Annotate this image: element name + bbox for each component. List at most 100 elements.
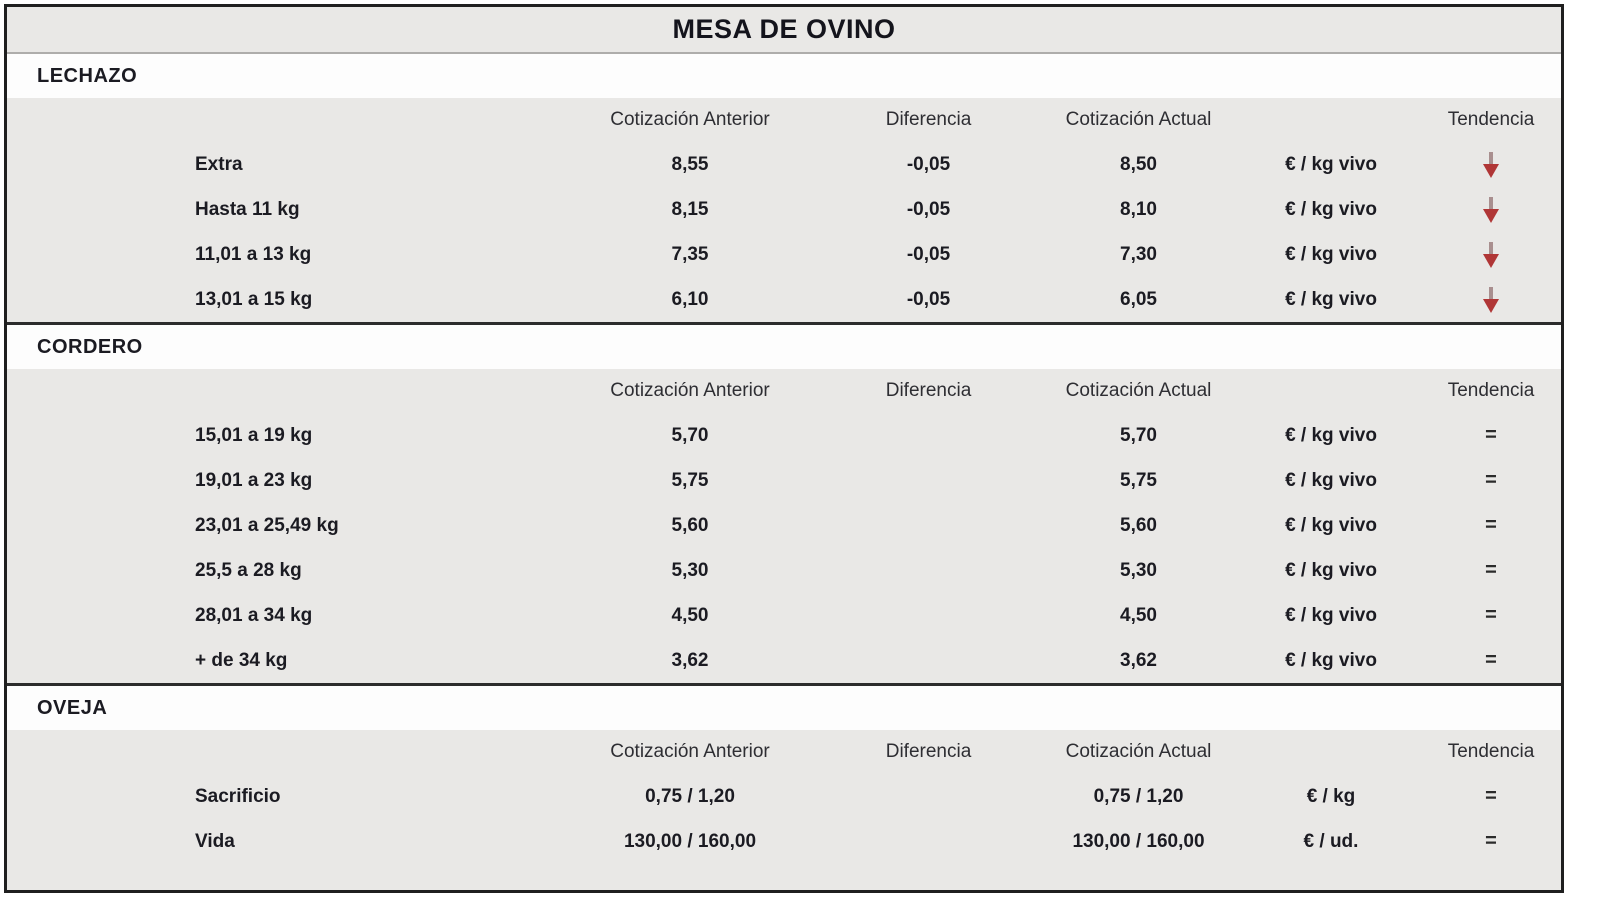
value-cotizacion-actual: 5,70 bbox=[1120, 424, 1157, 446]
value-unit: € / kg vivo bbox=[1285, 649, 1377, 671]
value-cotizacion-actual: 130,00 / 160,00 bbox=[1072, 830, 1205, 852]
column-header-actual: Cotización Actual bbox=[1065, 109, 1212, 130]
value-cotizacion-actual: 0,75 / 1,20 bbox=[1093, 785, 1184, 807]
section-title: LECHAZO bbox=[37, 64, 138, 87]
table-row: 19,01 a 23 kg 5,75 5,75 € / kg vivo = bbox=[7, 458, 1561, 503]
trend-equal-indicator: = bbox=[1421, 514, 1561, 537]
table-row: Vida 130,00 / 160,00 130,00 / 160,00 € / ud… bbox=[7, 819, 1561, 864]
value-cotizacion-actual: 5,60 bbox=[1120, 514, 1157, 536]
down-arrow-icon bbox=[1483, 196, 1499, 223]
trend-down-indicator bbox=[1421, 195, 1561, 225]
value-cotizacion-anterior: 5,70 bbox=[671, 424, 709, 446]
value-cotizacion-anterior: 5,60 bbox=[671, 514, 709, 536]
value-cotizacion-anterior: 5,30 bbox=[671, 559, 709, 581]
trend-down-indicator bbox=[1421, 240, 1561, 270]
row-category-label: 13,01 a 15 kg bbox=[195, 288, 313, 310]
section-lechazo: LECHAZO Cotización Anterior Diferencia Coti… bbox=[7, 54, 1561, 322]
column-header-row: Cotización Anterior Diferencia Cotización … bbox=[7, 730, 1561, 774]
value-cotizacion-actual: 7,30 bbox=[1120, 243, 1157, 265]
table-row: 11,01 a 13 kg 7,35 -0,05 7,30 € / kg vivo bbox=[7, 232, 1561, 277]
section-header-band: LECHAZO bbox=[7, 54, 1561, 98]
equal-sign-icon: = bbox=[1485, 469, 1497, 491]
value-unit: € / kg vivo bbox=[1285, 424, 1377, 446]
equal-sign-icon: = bbox=[1485, 424, 1497, 446]
value-unit: € / kg vivo bbox=[1285, 469, 1377, 491]
value-cotizacion-actual: 8,50 bbox=[1120, 153, 1157, 175]
section-title: OVEJA bbox=[37, 696, 108, 719]
value-unit: € / ud. bbox=[1303, 830, 1359, 852]
trend-equal-indicator: = bbox=[1421, 604, 1561, 627]
table-row: Hasta 11 kg 8,15 -0,05 8,10 € / kg vivo bbox=[7, 187, 1561, 232]
value-unit: € / kg vivo bbox=[1285, 559, 1377, 581]
table-row: 28,01 a 34 kg 4,50 4,50 € / kg vivo = bbox=[7, 593, 1561, 638]
row-category-label: 19,01 a 23 kg bbox=[195, 469, 313, 491]
column-header-row: Cotización Anterior Diferencia Cotización … bbox=[7, 98, 1561, 142]
equal-sign-icon: = bbox=[1485, 649, 1497, 671]
table-row: 25,5 a 28 kg 5,30 5,30 € / kg vivo = bbox=[7, 548, 1561, 593]
value-unit: € / kg bbox=[1306, 785, 1356, 807]
trend-equal-indicator: = bbox=[1421, 469, 1561, 492]
section-header-band: OVEJA bbox=[7, 686, 1561, 730]
table-row: Sacrificio 0,75 / 1,20 0,75 / 1,20 € / kg = bbox=[7, 774, 1561, 819]
trend-equal-indicator: = bbox=[1421, 649, 1561, 672]
trend-equal-indicator: = bbox=[1421, 424, 1561, 447]
mesa-de-ovino-table: MESA DE OVINO LECHAZO Cotización Anterior… bbox=[4, 4, 1564, 893]
table-row: 13,01 a 15 kg 6,10 -0,05 6,05 € / kg vivo bbox=[7, 277, 1561, 322]
column-header-diferencia: Diferencia bbox=[885, 741, 972, 762]
down-arrow-icon bbox=[1483, 286, 1499, 313]
column-header-actual: Cotización Actual bbox=[1065, 741, 1212, 762]
section-body: Cotización Anterior Diferencia Cotización … bbox=[7, 730, 1561, 890]
column-header-diferencia: Diferencia bbox=[885, 380, 972, 401]
value-cotizacion-anterior: 3,62 bbox=[671, 649, 709, 671]
value-unit: € / kg vivo bbox=[1285, 198, 1377, 220]
table-row: Extra 8,55 -0,05 8,50 € / kg vivo bbox=[7, 142, 1561, 187]
section-header-band: CORDERO bbox=[7, 325, 1561, 369]
trend-equal-indicator: = bbox=[1421, 559, 1561, 582]
section-body: Cotización Anterior Diferencia Cotización … bbox=[7, 369, 1561, 683]
table-title-band: MESA DE OVINO bbox=[7, 7, 1561, 54]
row-category-label: Vida bbox=[195, 830, 235, 852]
trend-equal-indicator: = bbox=[1421, 785, 1561, 808]
row-category-label: 25,5 a 28 kg bbox=[195, 559, 302, 581]
value-unit: € / kg vivo bbox=[1285, 514, 1377, 536]
value-cotizacion-anterior: 8,55 bbox=[671, 153, 709, 175]
row-category-label: + de 34 kg bbox=[195, 649, 288, 671]
value-cotizacion-actual: 5,30 bbox=[1120, 559, 1157, 581]
section-body: Cotización Anterior Diferencia Cotización … bbox=[7, 98, 1561, 322]
column-header-diferencia: Diferencia bbox=[885, 109, 972, 130]
table-sections: LECHAZO Cotización Anterior Diferencia Coti… bbox=[7, 54, 1561, 890]
equal-sign-icon: = bbox=[1485, 514, 1497, 536]
row-category-label: Sacrificio bbox=[195, 785, 281, 807]
value-cotizacion-anterior: 7,35 bbox=[671, 243, 709, 265]
column-header-anterior: Cotización Anterior bbox=[610, 109, 770, 130]
value-diferencia: -0,05 bbox=[906, 243, 951, 265]
value-cotizacion-actual: 6,05 bbox=[1120, 288, 1157, 310]
column-header-anterior: Cotización Anterior bbox=[610, 380, 770, 401]
section-title: CORDERO bbox=[37, 335, 143, 358]
column-header-anterior: Cotización Anterior bbox=[610, 741, 770, 762]
row-category-label: Hasta 11 kg bbox=[195, 198, 300, 220]
trend-down-indicator bbox=[1421, 150, 1561, 180]
column-header-row: Cotización Anterior Diferencia Cotización … bbox=[7, 369, 1561, 413]
value-cotizacion-anterior: 5,75 bbox=[671, 469, 709, 491]
value-cotizacion-actual: 3,62 bbox=[1120, 649, 1157, 671]
value-unit: € / kg vivo bbox=[1285, 153, 1377, 175]
value-cotizacion-anterior: 0,75 / 1,20 bbox=[645, 785, 735, 807]
row-category-label: 11,01 a 13 kg bbox=[195, 243, 312, 265]
value-cotizacion-actual: 5,75 bbox=[1120, 469, 1157, 491]
value-diferencia: -0,05 bbox=[906, 288, 951, 310]
column-header-tendencia: Tendencia bbox=[1447, 741, 1535, 762]
equal-sign-icon: = bbox=[1485, 559, 1497, 581]
value-cotizacion-actual: 4,50 bbox=[1120, 604, 1157, 626]
row-category-label: 15,01 a 19 kg bbox=[195, 424, 313, 446]
row-category-label: 28,01 a 34 kg bbox=[195, 604, 313, 626]
table-row: 15,01 a 19 kg 5,70 5,70 € / kg vivo = bbox=[7, 413, 1561, 458]
row-category-label: Extra bbox=[195, 153, 243, 175]
column-header-tendencia: Tendencia bbox=[1447, 109, 1535, 130]
equal-sign-icon: = bbox=[1485, 785, 1497, 807]
value-diferencia: -0,05 bbox=[906, 198, 951, 220]
page-title: MESA DE OVINO bbox=[672, 14, 896, 44]
value-cotizacion-actual: 8,10 bbox=[1120, 198, 1157, 220]
value-cotizacion-anterior: 8,15 bbox=[671, 198, 709, 220]
value-unit: € / kg vivo bbox=[1285, 604, 1377, 626]
